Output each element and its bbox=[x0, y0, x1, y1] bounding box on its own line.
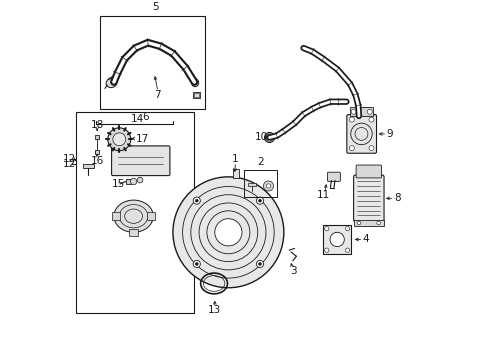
Circle shape bbox=[258, 199, 261, 202]
Text: 3: 3 bbox=[290, 266, 297, 275]
Text: 12: 12 bbox=[63, 154, 77, 164]
Circle shape bbox=[324, 248, 328, 252]
FancyBboxPatch shape bbox=[355, 165, 381, 178]
Text: 12: 12 bbox=[62, 159, 76, 169]
FancyBboxPatch shape bbox=[353, 175, 383, 221]
Text: 18: 18 bbox=[90, 120, 103, 130]
FancyBboxPatch shape bbox=[346, 114, 376, 153]
Ellipse shape bbox=[114, 200, 153, 232]
Circle shape bbox=[324, 226, 328, 231]
Bar bbox=[244, 170, 276, 197]
Text: 10: 10 bbox=[255, 132, 268, 143]
Circle shape bbox=[345, 248, 349, 252]
Bar bbox=[126, 179, 130, 184]
Bar bbox=[323, 225, 350, 254]
Text: 1: 1 bbox=[232, 154, 238, 164]
Text: 9: 9 bbox=[386, 129, 393, 139]
FancyBboxPatch shape bbox=[111, 146, 169, 176]
Circle shape bbox=[350, 109, 355, 114]
Bar bbox=[95, 135, 99, 139]
Bar bbox=[112, 212, 120, 220]
Text: 16: 16 bbox=[90, 156, 103, 166]
Circle shape bbox=[195, 262, 198, 265]
Ellipse shape bbox=[191, 79, 198, 87]
Bar bbox=[232, 168, 239, 177]
Circle shape bbox=[266, 184, 270, 188]
Ellipse shape bbox=[106, 78, 117, 87]
Bar bbox=[129, 229, 138, 236]
Bar bbox=[353, 220, 383, 226]
Text: 15: 15 bbox=[111, 179, 124, 189]
Circle shape bbox=[195, 199, 198, 202]
Circle shape bbox=[256, 197, 263, 204]
Text: 7: 7 bbox=[154, 90, 161, 100]
Circle shape bbox=[182, 186, 274, 278]
Circle shape bbox=[329, 232, 344, 247]
Text: 4: 4 bbox=[362, 234, 369, 244]
Bar bbox=[248, 183, 256, 186]
Text: 2: 2 bbox=[257, 157, 264, 167]
Text: 5: 5 bbox=[152, 2, 159, 12]
Circle shape bbox=[108, 128, 130, 151]
Bar bbox=[349, 107, 372, 116]
Bar bbox=[95, 150, 99, 154]
Circle shape bbox=[376, 221, 380, 225]
Circle shape bbox=[137, 177, 142, 183]
Text: 13: 13 bbox=[208, 305, 221, 315]
Ellipse shape bbox=[264, 132, 274, 143]
Bar bbox=[82, 164, 93, 168]
Circle shape bbox=[368, 146, 373, 151]
Circle shape bbox=[173, 177, 283, 288]
Text: 17: 17 bbox=[136, 134, 149, 144]
Circle shape bbox=[193, 197, 200, 204]
FancyBboxPatch shape bbox=[327, 172, 340, 181]
Text: 14: 14 bbox=[130, 114, 143, 124]
Circle shape bbox=[130, 178, 137, 185]
Circle shape bbox=[214, 219, 242, 246]
Circle shape bbox=[348, 117, 354, 122]
Text: 8: 8 bbox=[393, 193, 400, 203]
Circle shape bbox=[193, 260, 200, 267]
Circle shape bbox=[256, 260, 263, 267]
Circle shape bbox=[113, 133, 125, 146]
Bar bbox=[192, 92, 200, 98]
Bar bbox=[193, 93, 199, 97]
Circle shape bbox=[356, 221, 360, 225]
Circle shape bbox=[366, 109, 371, 114]
Text: 6: 6 bbox=[142, 112, 148, 122]
Circle shape bbox=[263, 181, 273, 191]
Circle shape bbox=[368, 117, 373, 122]
Circle shape bbox=[345, 226, 349, 231]
Circle shape bbox=[258, 262, 261, 265]
Circle shape bbox=[348, 146, 354, 151]
Bar bbox=[76, 112, 194, 313]
Bar bbox=[100, 16, 205, 109]
Text: 11: 11 bbox=[316, 190, 329, 201]
Bar bbox=[147, 212, 155, 220]
